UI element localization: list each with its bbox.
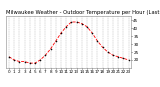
Text: Milwaukee Weather - Outdoor Temperature per Hour (Last 24 Hours): Milwaukee Weather - Outdoor Temperature … — [6, 10, 160, 15]
